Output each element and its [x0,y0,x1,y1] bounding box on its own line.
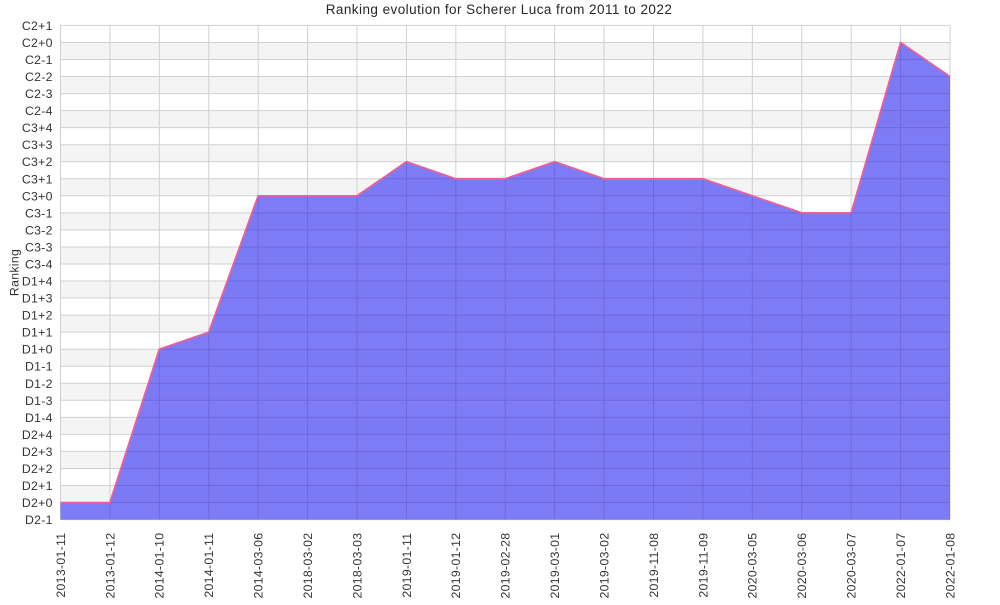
svg-text:C3+1: C3+1 [22,172,53,186]
svg-text:D2+3: D2+3 [22,445,53,459]
svg-text:D1-2: D1-2 [25,377,53,391]
svg-text:C2-1: C2-1 [25,53,53,67]
svg-text:2020-03-05: 2020-03-05 [746,533,760,599]
svg-text:D1+3: D1+3 [22,292,53,306]
svg-text:2014-01-10: 2014-01-10 [153,533,167,599]
svg-text:D2-1: D2-1 [25,513,53,527]
svg-text:2019-03-01: 2019-03-01 [548,533,562,599]
svg-text:D2+4: D2+4 [22,428,53,442]
svg-text:Ranking: Ranking [8,249,22,296]
svg-text:C3+2: C3+2 [22,155,53,169]
svg-text:C2-2: C2-2 [25,70,53,84]
svg-text:2014-03-06: 2014-03-06 [252,533,266,599]
svg-text:C3-1: C3-1 [25,206,53,220]
svg-text:D1-4: D1-4 [25,411,53,425]
svg-text:C2-3: C2-3 [25,87,53,101]
svg-text:2020-03-06: 2020-03-06 [795,533,809,599]
svg-text:2019-11-08: 2019-11-08 [647,533,661,598]
svg-text:2022-01-08: 2022-01-08 [943,533,957,599]
svg-text:C2+1: C2+1 [22,19,53,33]
svg-text:2022-01-07: 2022-01-07 [894,533,908,599]
svg-text:2013-01-11: 2013-01-11 [54,533,68,598]
svg-text:2018-03-02: 2018-03-02 [301,533,315,599]
svg-text:C2+0: C2+0 [22,36,53,50]
svg-text:2020-03-07: 2020-03-07 [845,533,859,599]
svg-text:C3+0: C3+0 [22,189,53,203]
svg-text:C3+3: C3+3 [22,138,53,152]
svg-text:D1-1: D1-1 [25,360,53,374]
svg-text:D1+4: D1+4 [22,275,53,289]
svg-text:D1+0: D1+0 [22,343,53,357]
svg-text:2019-01-12: 2019-01-12 [449,533,463,599]
svg-text:D2+2: D2+2 [22,462,53,476]
svg-text:Ranking evolution for Scherer: Ranking evolution for Scherer Luca from … [326,2,673,17]
svg-text:D1+1: D1+1 [22,326,53,340]
svg-text:C3-3: C3-3 [25,240,53,254]
svg-text:D1+2: D1+2 [22,309,53,323]
svg-text:2019-02-28: 2019-02-28 [499,533,513,599]
svg-text:2013-01-12: 2013-01-12 [103,533,117,599]
svg-text:C3-4: C3-4 [25,257,53,271]
svg-text:2019-03-02: 2019-03-02 [597,533,611,599]
svg-text:C3-2: C3-2 [25,223,53,237]
svg-text:D2+0: D2+0 [22,496,53,510]
svg-text:D1-3: D1-3 [25,394,53,408]
svg-text:2018-03-03: 2018-03-03 [350,533,364,599]
svg-text:C2-4: C2-4 [25,104,53,118]
svg-text:2019-01-11: 2019-01-11 [400,533,414,598]
svg-text:2019-11-09: 2019-11-09 [696,533,710,598]
svg-text:C3+4: C3+4 [22,121,53,135]
svg-text:2014-01-11: 2014-01-11 [202,533,216,598]
svg-text:D2+1: D2+1 [22,479,53,493]
